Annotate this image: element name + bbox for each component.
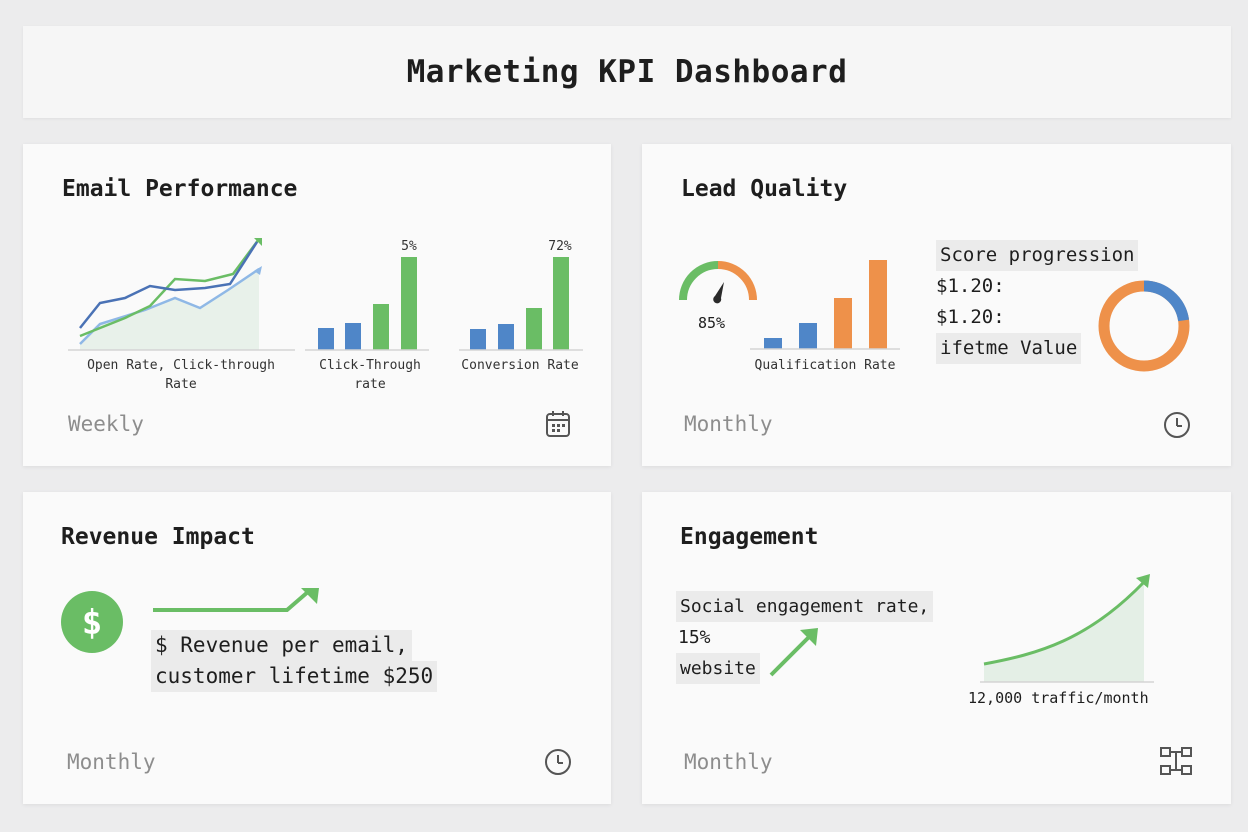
gauge-value: 85% xyxy=(698,314,726,332)
conversion-bar xyxy=(498,324,514,350)
revenue-text-block: $ Revenue per email, customer lifetime $… xyxy=(151,630,438,692)
engagement-trend-arrow xyxy=(769,628,818,677)
revenue-per-email-text: $ Revenue per email, xyxy=(151,630,412,661)
engagement-rate-value: 15% xyxy=(678,627,711,648)
ctr-bar xyxy=(373,304,389,350)
line-chart-label: Open Rate, Click-through Rate xyxy=(87,358,275,392)
ctr-bar xyxy=(345,323,361,350)
qualification-bar xyxy=(834,298,852,349)
conversion-bar xyxy=(470,329,486,350)
clock-icon[interactable] xyxy=(544,748,572,776)
ctr-bar xyxy=(401,257,417,350)
revenue-trend-arrow xyxy=(153,588,319,612)
email-line-chart xyxy=(68,238,295,351)
engagement-text-block: Social engagement rate, 15% website xyxy=(676,591,934,684)
ctr-value-label: 5% xyxy=(401,239,417,254)
qualification-label: Qualification Rate xyxy=(754,358,896,373)
donut-segment-blue xyxy=(1143,280,1190,322)
value-text: $1.20: xyxy=(936,275,1005,297)
ctr-bar xyxy=(318,328,334,350)
lead-gauge xyxy=(679,261,757,304)
conversion-value-label: 72% xyxy=(548,239,572,254)
period-label: Monthly xyxy=(67,750,156,774)
card-title: Engagement xyxy=(680,524,819,550)
website-text: website xyxy=(676,653,760,684)
qualification-bar-chart xyxy=(750,260,900,350)
svg-text:$: $ xyxy=(82,603,102,643)
period-label: Monthly xyxy=(684,412,773,436)
ctr-bar-chart: 5% xyxy=(305,239,429,351)
page-title: Marketing KPI Dashboard xyxy=(406,54,848,90)
score-progression-text: Score progression xyxy=(936,240,1139,271)
lead-donut-chart xyxy=(1098,280,1190,372)
card-title: Revenue Impact xyxy=(61,524,255,550)
network-icon[interactable] xyxy=(1159,746,1193,776)
engagement-card[interactable]: Engagement Social engagement rate, 15% w… xyxy=(642,492,1231,804)
calendar-icon[interactable] xyxy=(545,410,571,438)
traffic-label: 12,000 traffic/month xyxy=(968,689,1149,707)
card-title: Lead Quality xyxy=(681,176,848,202)
traffic-area xyxy=(984,582,1144,682)
ctr-chart-label: Click-Through rate xyxy=(319,358,421,392)
dollar-icon: $ xyxy=(61,591,123,653)
conversion-chart-label: Conversion Rate xyxy=(461,358,579,373)
series-dark-blue xyxy=(79,241,259,329)
email-performance-card[interactable]: Email Performance Open Rate, Click-throu… xyxy=(23,144,611,466)
period-label: Weekly xyxy=(68,412,144,436)
dashboard-header: Marketing KPI Dashboard xyxy=(23,26,1231,118)
traffic-line xyxy=(983,580,1146,666)
lead-text-block: Score progression $1.20: $1.20: ifetme V… xyxy=(936,240,1139,364)
conversion-bar-chart: 72% xyxy=(459,239,583,351)
traffic-growth-chart xyxy=(980,574,1154,683)
arrow-head-blue xyxy=(254,266,262,275)
customer-lifetime-text: customer lifetime $250 xyxy=(151,661,438,692)
clock-icon[interactable] xyxy=(1163,411,1191,439)
period-label: Monthly xyxy=(684,750,773,774)
lifetime-value-text: ifetme Value xyxy=(936,333,1082,364)
card-title: Email Performance xyxy=(62,176,298,202)
series-light-blue xyxy=(79,267,260,345)
qualification-bar xyxy=(764,338,782,349)
qualification-bar xyxy=(799,323,817,349)
conversion-bar xyxy=(526,308,542,350)
series-green xyxy=(79,238,261,338)
revenue-impact-card[interactable]: Revenue Impact $ $ Revenue per email, cu… xyxy=(23,492,611,804)
gauge-needle xyxy=(713,282,724,304)
conversion-bar xyxy=(553,257,569,350)
social-engagement-text: Social engagement rate, xyxy=(676,591,934,622)
line-chart-area xyxy=(80,269,259,350)
lead-quality-card[interactable]: Lead Quality 85% Qualification Rate Scor… xyxy=(642,144,1231,466)
qualification-bar xyxy=(869,260,887,349)
arrow-head-green xyxy=(254,238,262,246)
value-text: $1.20: xyxy=(936,306,1005,328)
